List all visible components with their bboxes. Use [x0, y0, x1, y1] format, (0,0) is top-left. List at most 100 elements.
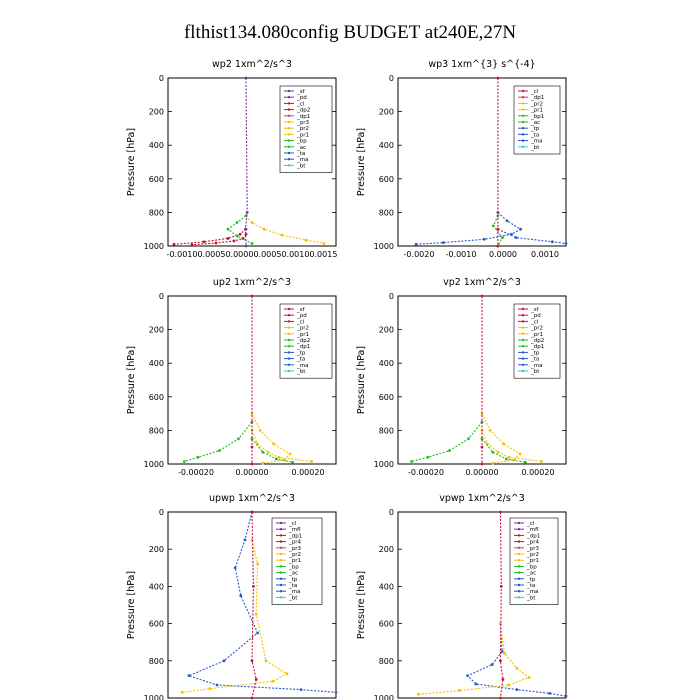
panel-6: vpwp 1xm^2/s^3 Pressure [hPa] 0 200 400 600 80…: [356, 493, 568, 700]
legend-marker: [287, 314, 291, 317]
y-tick-label: 200: [379, 545, 394, 554]
series-point: [467, 437, 470, 441]
legend-marker: [521, 314, 525, 317]
y-tick-label: 200: [149, 545, 164, 554]
legend-marker: [521, 133, 525, 136]
legend-entry: _pr1: [288, 558, 301, 564]
y-axis-label: Pressure [hPa]: [356, 128, 367, 196]
legend-entry: _cl: [296, 101, 305, 107]
legend-entry: _ac: [296, 145, 306, 151]
legend-entry: _ac: [526, 571, 536, 577]
legend-marker: [287, 338, 291, 342]
series-point: [288, 452, 292, 456]
y-tick-label: 1000: [374, 460, 394, 469]
series-point: [496, 76, 500, 80]
series-point: [496, 450, 500, 454]
panel-3: up2 1xm^2/s^3 Pressure [hPa] 0 200 400 600 800…: [126, 277, 337, 477]
series-line_tp: [416, 211, 522, 245]
legend-entry: _pr2: [530, 326, 543, 332]
legend-marker: [279, 528, 283, 531]
y-tick-label: 0: [389, 508, 394, 517]
legend-marker: [517, 590, 521, 593]
series-point: [250, 445, 254, 449]
series-point: [448, 449, 451, 452]
series-point: [264, 659, 268, 663]
series-point: [232, 239, 236, 243]
series-line_sf: [244, 77, 248, 247]
legend-entry: _pr2: [288, 552, 301, 558]
series-point: [491, 224, 495, 228]
series-point: [502, 442, 506, 446]
legend-marker: [521, 145, 525, 148]
legend-entry: _dp2: [296, 108, 310, 114]
series-point: [272, 442, 276, 446]
legend-marker: [287, 369, 291, 373]
series-point: [250, 462, 254, 466]
legend-marker: [517, 565, 521, 568]
series-point: [280, 233, 284, 237]
x-tick-label: -0.00020: [178, 468, 214, 477]
legend-marker: [517, 540, 521, 543]
series-point: [515, 688, 519, 692]
y-axis-label: Pressure [hPa]: [126, 346, 137, 414]
legend-marker: [279, 590, 283, 593]
series-point: [190, 243, 194, 247]
legend-entry: _pr2: [296, 126, 309, 132]
y-tick-label: 600: [379, 175, 394, 184]
series-point: [474, 682, 478, 686]
series-point: [503, 651, 506, 655]
series-line_dp1: [481, 438, 526, 463]
y-axis-label: Pressure [hPa]: [126, 571, 137, 639]
legend-entry: _dp1: [296, 114, 310, 120]
legend-box: [271, 517, 323, 605]
series-point: [480, 462, 484, 466]
y-tick-label: 0: [159, 74, 164, 83]
series-point: [250, 242, 254, 245]
y-tick-label: 800: [379, 657, 394, 666]
panel-title: upwp 1xm^2/s^3: [209, 493, 295, 504]
legend-marker: [287, 139, 291, 142]
legend-marker: [279, 552, 283, 556]
legend-marker: [517, 521, 521, 525]
legend-entry: _ac: [530, 120, 540, 126]
panel-2: wp3 1xm^{3} s^{-4} Pressure [hPa] 0 200 400 6…: [356, 59, 568, 259]
legend-entry: _sf: [296, 89, 306, 95]
series-line_dp2: [411, 421, 483, 463]
legend-marker: [521, 96, 525, 99]
y-tick-label: 400: [379, 141, 394, 150]
x-tick-label: -0.0020: [404, 250, 435, 259]
series-point: [550, 240, 554, 244]
legend-entry: _tp: [530, 126, 540, 132]
legend-entry: _pd: [530, 313, 541, 319]
legend-entry: _pr2: [530, 101, 543, 107]
series-point: [410, 460, 413, 463]
series-point: [564, 694, 568, 698]
legend-entry: _pr4: [526, 540, 540, 546]
series-point: [482, 237, 486, 241]
series-point: [250, 294, 254, 298]
series-point: [496, 227, 500, 231]
series-point: [244, 227, 247, 231]
series-point: [491, 450, 495, 454]
legend-entry: _pr1: [526, 558, 539, 564]
panel-title: wp3 1xm^{3} s^{-4}: [428, 59, 535, 70]
legend-entry: _pr1: [296, 332, 309, 338]
y-tick-label: 1000: [374, 242, 394, 251]
series-point: [334, 691, 338, 694]
series-point: [523, 460, 527, 464]
series-point: [310, 460, 314, 463]
legend-entry: _cl: [530, 319, 539, 325]
x-tick-label: 0.0010: [531, 250, 559, 259]
legend-marker: [521, 127, 525, 130]
panel-title: vp2 1xm^2/s^3: [443, 277, 521, 288]
legend-marker: [279, 521, 283, 525]
y-tick-label: 400: [149, 359, 164, 368]
y-tick-label: 800: [149, 657, 164, 666]
legend-entry: _bt: [288, 595, 298, 601]
y-tick-label: 0: [159, 508, 164, 517]
legend-entry: _bt: [530, 369, 540, 375]
legend-marker: [287, 127, 291, 130]
legend-entry: _bt: [296, 163, 306, 169]
series-line_pr1: [245, 215, 325, 245]
